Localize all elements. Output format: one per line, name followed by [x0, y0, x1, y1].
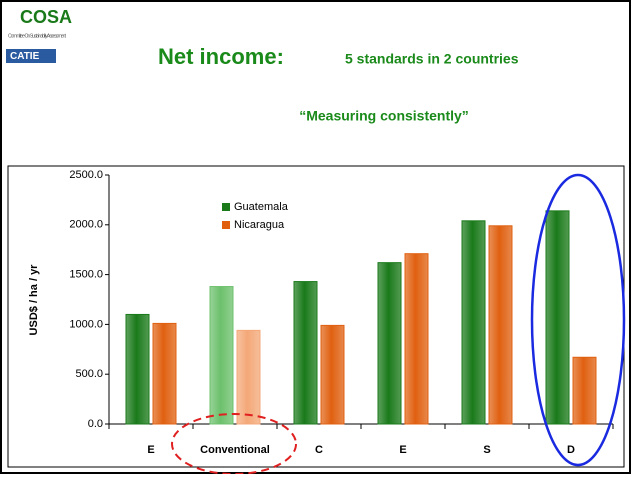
bar	[293, 281, 318, 425]
bar	[488, 225, 513, 425]
x-tick-label: E	[399, 444, 406, 456]
y-tick-label: 1000.0	[69, 318, 103, 330]
bar	[152, 322, 177, 425]
bar	[377, 262, 402, 425]
bar	[320, 324, 345, 425]
bar	[545, 210, 570, 425]
x-tick-label: D	[567, 444, 575, 456]
logo-tagline: Committee On Sustainability Assessment	[8, 33, 67, 39]
bar	[209, 286, 234, 425]
logo-partner: CATIE	[10, 51, 40, 62]
bar	[461, 220, 486, 425]
legend-label: Nicaragua	[234, 219, 285, 231]
y-tick-label: 0.0	[88, 418, 103, 430]
y-axis-label: USD$ / ha / yr	[28, 264, 40, 336]
bar	[572, 356, 597, 425]
chart-title: Net income:	[158, 44, 284, 69]
bar	[236, 329, 261, 425]
legend-swatch	[222, 203, 230, 211]
highlight-ellipse	[530, 173, 626, 467]
plot: 0.0 500.0 1000.0 1500.0 2000.0 2500.0 E Convent…	[69, 169, 614, 456]
x-tick-label: S	[483, 444, 490, 456]
bar	[125, 313, 150, 425]
logo-name: COSA	[20, 7, 72, 27]
legend-label: Guatemala	[234, 201, 289, 213]
y-tick-label: 2000.0	[69, 219, 103, 231]
partner-logo	[6, 49, 56, 63]
legend-swatch	[222, 221, 230, 229]
highlight-ellipse	[171, 413, 297, 475]
chart-title-inline: 5 standards in 2 countries	[345, 51, 519, 67]
x-tick-label: E	[147, 444, 154, 456]
x-tick-label: C	[315, 444, 323, 456]
y-tick-label: 500.0	[75, 368, 103, 380]
y-tick-label: 2500.0	[69, 169, 103, 181]
chart-subtitle: “Measuring consistently”	[299, 108, 469, 124]
x-tick-label: Conventional	[200, 444, 270, 456]
bar	[404, 253, 429, 425]
y-tick-label: 1500.0	[69, 269, 103, 281]
